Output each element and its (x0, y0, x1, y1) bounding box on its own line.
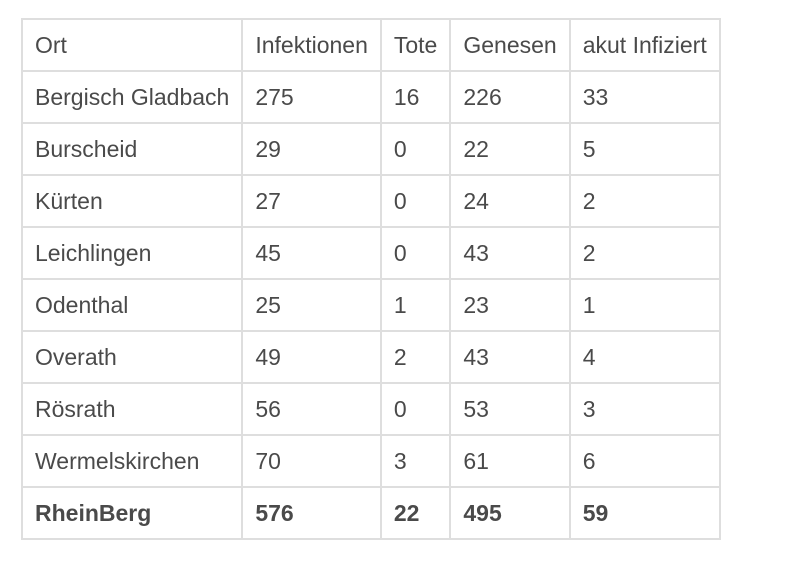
total-row: RheinBerg 576 22 495 59 (20, 486, 721, 540)
total-cell-ort: RheinBerg (20, 486, 244, 540)
header-cell-tote: Tote (379, 18, 452, 72)
cell-akut-infiziert: 1 (568, 278, 721, 332)
cell-tote: 0 (379, 382, 452, 436)
cell-akut-infiziert: 5 (568, 122, 721, 176)
table-row: Bergisch Gladbach 275 16 226 33 (20, 70, 721, 124)
cell-infektionen: 56 (241, 382, 382, 436)
cell-tote: 2 (379, 330, 452, 384)
cell-akut-infiziert: 33 (568, 70, 721, 124)
cell-ort: Kürten (20, 174, 244, 228)
cell-ort: Overath (20, 330, 244, 384)
cell-ort: Leichlingen (20, 226, 244, 280)
total-cell-genesen: 495 (449, 486, 571, 540)
cell-akut-infiziert: 6 (568, 434, 721, 488)
cell-infektionen: 45 (241, 226, 382, 280)
table-row: Wermelskirchen 70 3 61 6 (20, 434, 721, 488)
cell-infektionen: 29 (241, 122, 382, 176)
cell-ort: Wermelskirchen (20, 434, 244, 488)
table-container: Ort Infektionen Tote Genesen akut Infizi… (20, 18, 721, 540)
cell-ort: Odenthal (20, 278, 244, 332)
table-row: Burscheid 29 0 22 5 (20, 122, 721, 176)
cell-akut-infiziert: 4 (568, 330, 721, 384)
table-row: Overath 49 2 43 4 (20, 330, 721, 384)
cell-ort: Burscheid (20, 122, 244, 176)
cell-tote: 0 (379, 122, 452, 176)
cell-genesen: 43 (449, 330, 571, 384)
cell-genesen: 61 (449, 434, 571, 488)
table-row: Odenthal 25 1 23 1 (20, 278, 721, 332)
header-cell-infektionen: Infektionen (241, 18, 382, 72)
cell-genesen: 53 (449, 382, 571, 436)
cell-infektionen: 70 (241, 434, 382, 488)
table-row: Kürten 27 0 24 2 (20, 174, 721, 228)
cell-infektionen: 27 (241, 174, 382, 228)
cell-tote: 3 (379, 434, 452, 488)
cell-akut-infiziert: 2 (568, 174, 721, 228)
cell-genesen: 24 (449, 174, 571, 228)
header-cell-akut-infiziert: akut Infiziert (568, 18, 721, 72)
total-cell-akut-infiziert: 59 (568, 486, 721, 540)
cell-genesen: 226 (449, 70, 571, 124)
cell-tote: 0 (379, 174, 452, 228)
cell-tote: 0 (379, 226, 452, 280)
cell-ort: Bergisch Gladbach (20, 70, 244, 124)
cell-tote: 16 (379, 70, 452, 124)
table-row: Leichlingen 45 0 43 2 (20, 226, 721, 280)
cell-infektionen: 49 (241, 330, 382, 384)
cell-genesen: 43 (449, 226, 571, 280)
cell-tote: 1 (379, 278, 452, 332)
cell-ort: Rösrath (20, 382, 244, 436)
total-cell-infektionen: 576 (241, 486, 382, 540)
covid-cases-table: Ort Infektionen Tote Genesen akut Infizi… (20, 18, 721, 540)
cell-akut-infiziert: 2 (568, 226, 721, 280)
header-cell-genesen: Genesen (449, 18, 571, 72)
cell-akut-infiziert: 3 (568, 382, 721, 436)
total-cell-tote: 22 (379, 486, 452, 540)
cell-infektionen: 275 (241, 70, 382, 124)
cell-genesen: 22 (449, 122, 571, 176)
header-cell-ort: Ort (20, 18, 244, 72)
table-row: Rösrath 56 0 53 3 (20, 382, 721, 436)
cell-genesen: 23 (449, 278, 571, 332)
header-row: Ort Infektionen Tote Genesen akut Infizi… (20, 18, 721, 72)
cell-infektionen: 25 (241, 278, 382, 332)
